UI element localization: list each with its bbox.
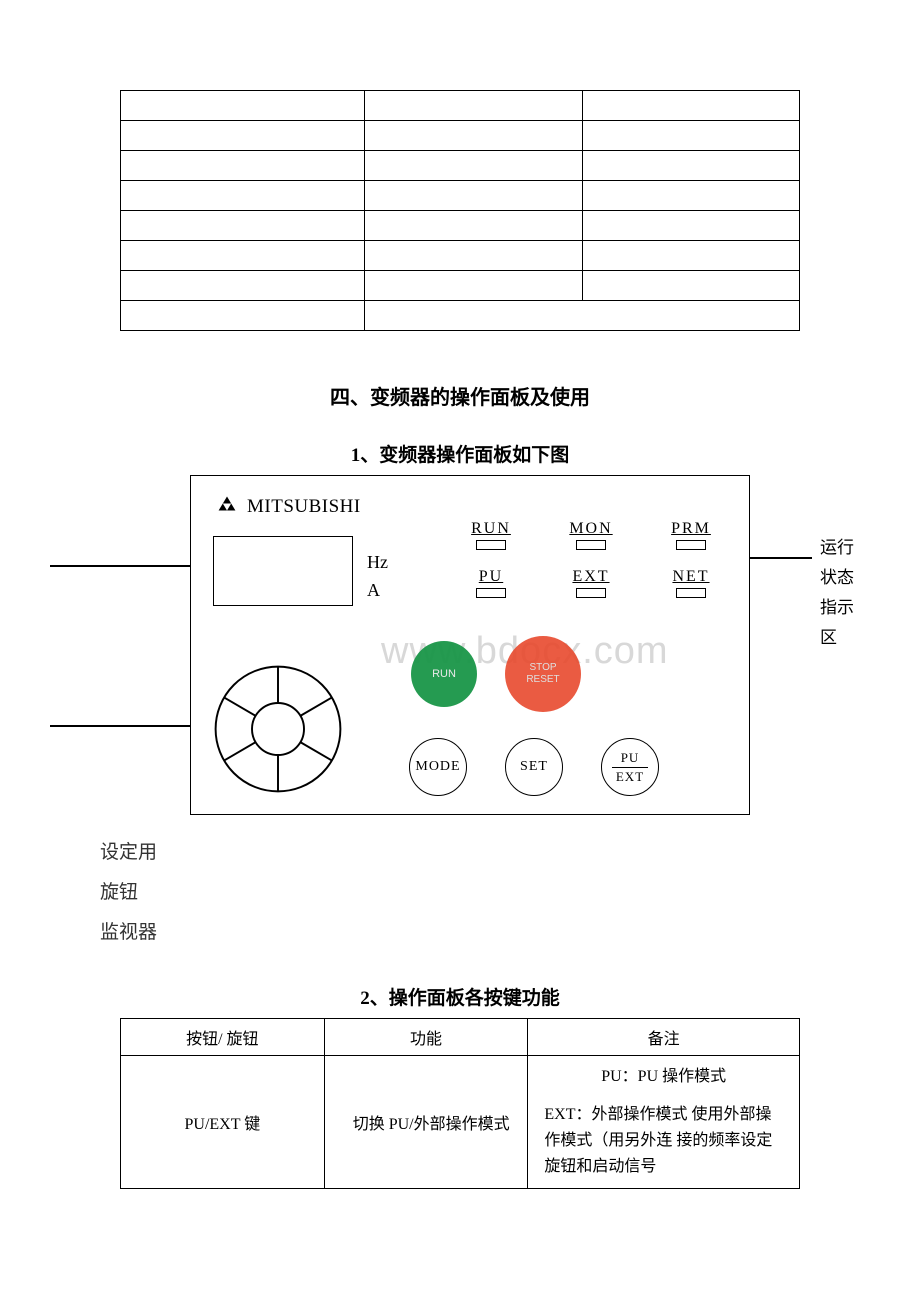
panel-diagram: 运行状态 指示区 www.bdocx.com MITSUBISHI Hz A [50,475,870,815]
header-notes: 备注 [528,1019,800,1056]
table-header-row: 按钮/ 旋钮 功能 备注 [121,1019,800,1056]
mitsubishi-icon [213,496,241,518]
lamp-icon [676,540,706,550]
section-title: 四、变频器的操作面板及使用 [0,381,920,410]
left-callout-labels: 设定用 旋钮 监视器 [100,833,920,953]
table-row [121,241,800,271]
table-row: PU/EXT 键 切换 PU/外部操作模式 PU：PU 操作模式 EXT：外部操… [121,1056,800,1189]
subsection-title-1: 1、变频器操作面板如下图 [0,440,920,467]
indicator-net: NET [651,568,731,598]
lamp-icon [576,540,606,550]
cell-notes: PU：PU 操作模式 EXT：外部操作模式 使用外部操作模式（用另外连 接的频率… [528,1056,800,1189]
callout-label: 旋钮 [100,873,920,913]
control-buttons: RUN STOP RESET [411,636,581,712]
callout-text: 运行状态 [820,533,870,593]
indicator-prm: PRM [651,520,731,550]
table-row [121,91,800,121]
table-row [121,301,800,331]
function-table: 按钮/ 旋钮 功能 备注 PU/EXT 键 切换 PU/外部操作模式 PU：PU… [120,1018,800,1189]
unit-labels: Hz A [367,548,388,604]
table-row [121,181,800,211]
lamp-icon [576,588,606,598]
callout-line [50,725,213,727]
callout-line [50,565,213,567]
inverter-panel: www.bdocx.com MITSUBISHI Hz A [190,475,750,815]
stop-label: STOP [529,662,556,674]
reset-label: RESET [526,674,559,686]
brand-logo: MITSUBISHI [213,496,361,518]
callout-line [750,557,812,559]
cell-function: 切换 PU/外部操作模式 [324,1056,528,1189]
header-button: 按钮/ 旋钮 [121,1019,325,1056]
callout-label: 监视器 [100,913,920,953]
indicator-run: RUN [451,520,531,550]
indicator-pu: PU [451,568,531,598]
dial-knob[interactable] [213,664,343,794]
stop-reset-button[interactable]: STOP RESET [505,636,581,712]
display-screen [213,536,353,606]
brand-text: MITSUBISHI [247,496,361,518]
run-button[interactable]: RUN [411,641,477,707]
table-row [121,121,800,151]
lamp-icon [476,540,506,550]
indicator-mon: MON [551,520,631,550]
table-row [121,271,800,301]
header-function: 功能 [324,1019,528,1056]
blank-table [120,90,800,331]
lamp-icon [676,588,706,598]
callout-label: 设定用 [100,833,920,873]
unit-a: A [367,576,388,604]
subsection-title-2: 2、操作面板各按键功能 [0,983,920,1010]
unit-hz: Hz [367,548,388,576]
indicator-ext: EXT [551,568,631,598]
callout-text: 指示区 [820,593,870,653]
run-label: RUN [432,668,456,680]
indicator-grid: RUN MON PRM PU EXT NET [451,520,731,616]
pu-ext-button[interactable]: PU EXT [601,738,659,796]
cell-button: PU/EXT 键 [121,1056,325,1189]
set-button[interactable]: SET [505,738,563,796]
lamp-icon [476,588,506,598]
mode-buttons: MODE SET PU EXT [409,738,659,796]
table-row [121,151,800,181]
right-callout: 运行状态 指示区 [820,533,870,653]
mode-button[interactable]: MODE [409,738,467,796]
table-row [121,211,800,241]
